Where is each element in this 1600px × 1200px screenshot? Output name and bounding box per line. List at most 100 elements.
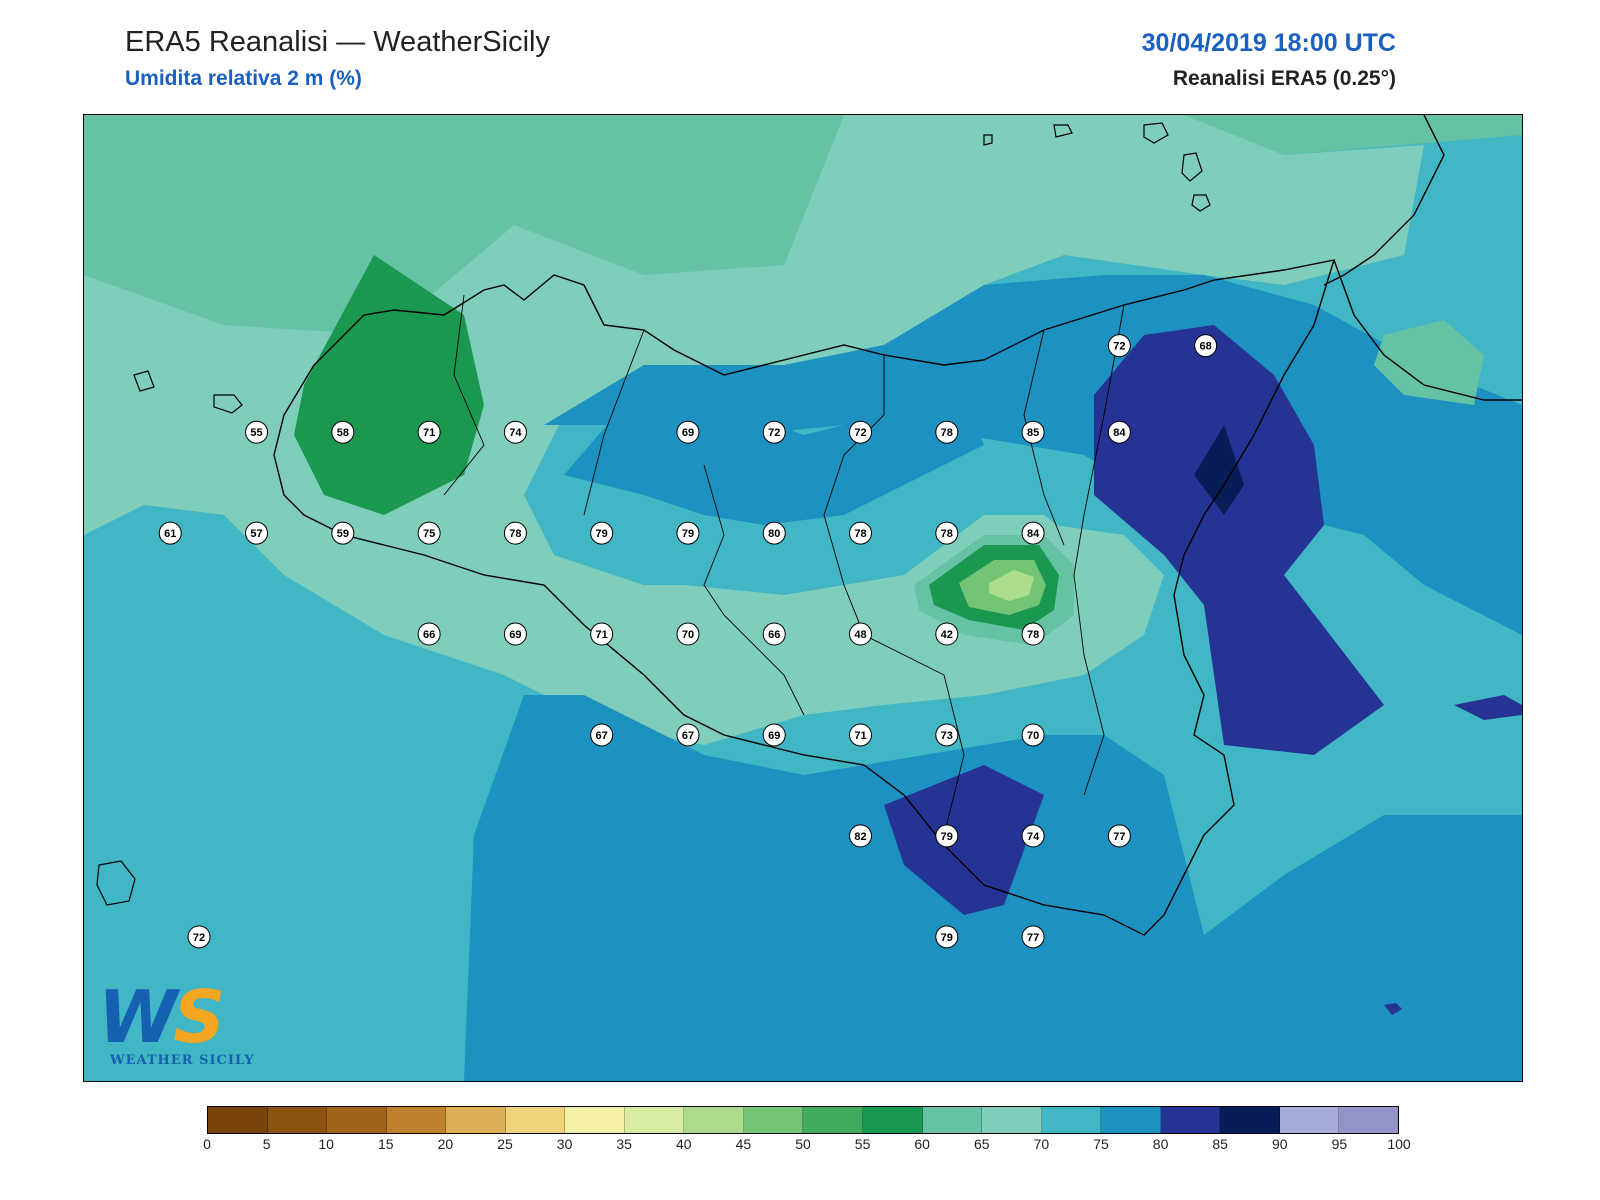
colorbar-tick-label: 40 <box>676 1136 692 1152</box>
station-value: 79 <box>590 521 614 545</box>
station-value: 77 <box>1107 824 1131 848</box>
field-60-65-north <box>84 115 1522 335</box>
svg-text:78: 78 <box>509 528 521 540</box>
svg-text:67: 67 <box>682 730 694 742</box>
station-value: 70 <box>1021 723 1045 747</box>
svg-text:73: 73 <box>941 730 953 742</box>
field-80-85-south <box>884 765 1044 915</box>
colorbar-segment <box>327 1107 387 1133</box>
colorbar-tick-label: 75 <box>1093 1136 1109 1152</box>
colorbar-tick-label: 35 <box>616 1136 632 1152</box>
colorbar-segment <box>208 1107 268 1133</box>
colorbar-segment <box>1101 1107 1161 1133</box>
svg-text:61: 61 <box>164 528 176 540</box>
svg-text:42: 42 <box>941 629 953 641</box>
colorbar-tick-label: 5 <box>262 1136 271 1152</box>
svg-text:75: 75 <box>423 528 435 540</box>
station-value: 72 <box>762 420 786 444</box>
station-value: 69 <box>503 622 527 646</box>
svg-text:66: 66 <box>768 629 780 641</box>
colorbar-tick-label: 60 <box>914 1136 930 1152</box>
svg-text:58: 58 <box>337 427 349 439</box>
svg-text:78: 78 <box>1027 629 1039 641</box>
colorbar-tick-label: 30 <box>556 1136 573 1152</box>
svg-text:66: 66 <box>423 629 435 641</box>
svg-text:79: 79 <box>941 932 953 944</box>
station-value: 48 <box>849 622 873 646</box>
field-75-80-interior <box>564 395 984 525</box>
field-55-60-west <box>294 255 484 515</box>
colorbar-segment <box>505 1107 566 1133</box>
colorbar-tick-label: 0 <box>203 1136 211 1152</box>
province-borders <box>443 294 1125 836</box>
station-value: 73 <box>935 723 959 747</box>
station-value: 57 <box>245 521 269 545</box>
svg-text:78: 78 <box>941 528 953 540</box>
station-labels: 55 58 71 74 69 72 72 78 85 84 72 68 61 57 59 75 78 79 79 80… <box>158 334 1218 949</box>
station-value: 72 <box>849 420 873 444</box>
svg-text:71: 71 <box>596 629 608 641</box>
egadi-islands <box>133 370 243 414</box>
station-value: 71 <box>417 420 441 444</box>
svg-text:84: 84 <box>1113 427 1126 439</box>
colorbar-tick-labels: 0 5 10 15 20 25 30 35 40 45 50 55 60 65 70 75 80 85 90 95 10… <box>203 1136 1411 1156</box>
colorbar-segment <box>267 1107 328 1133</box>
svg-text:57: 57 <box>250 528 262 540</box>
colorbar-tick-label: 45 <box>735 1136 752 1152</box>
svg-text:69: 69 <box>509 629 521 641</box>
station-value: 67 <box>590 723 614 747</box>
svg-text:69: 69 <box>768 730 780 742</box>
svg-text:72: 72 <box>854 427 866 439</box>
svg-text:59: 59 <box>337 528 349 540</box>
field-60-65-ne <box>1374 320 1484 405</box>
svg-text:74: 74 <box>509 427 522 439</box>
station-value: 72 <box>187 925 211 949</box>
colorbar-segment <box>446 1107 506 1133</box>
svg-text:72: 72 <box>1113 341 1125 353</box>
station-value: 80 <box>762 521 786 545</box>
station-value: 68 <box>1194 334 1218 358</box>
field-75-80-north <box>544 275 1522 635</box>
station-value: 74 <box>1021 824 1045 848</box>
colorbar-segment <box>1220 1107 1280 1133</box>
pantelleria-island <box>96 860 136 906</box>
colorbar-segment <box>624 1107 685 1133</box>
svg-text:72: 72 <box>193 932 205 944</box>
station-value: 84 <box>1021 521 1045 545</box>
station-value: 66 <box>417 622 441 646</box>
svg-text:48: 48 <box>854 629 866 641</box>
station-value: 71 <box>590 622 614 646</box>
valid-datetime: 30/04/2019 18:00 UTC <box>1141 29 1396 57</box>
colorbar-segment <box>743 1107 804 1133</box>
colorbar-segment <box>1339 1107 1398 1133</box>
station-value: 58 <box>331 420 355 444</box>
colorbar-tick-label: 10 <box>318 1136 334 1152</box>
station-value: 78 <box>1021 622 1045 646</box>
svg-text:70: 70 <box>1027 730 1039 742</box>
station-value: 79 <box>676 521 700 545</box>
station-value: 69 <box>676 420 700 444</box>
svg-text:68: 68 <box>1200 341 1212 353</box>
svg-text:79: 79 <box>941 831 953 843</box>
calabria-coastline <box>1323 115 1522 401</box>
colorbar-tick-label: 80 <box>1152 1136 1169 1152</box>
station-value: 79 <box>935 925 959 949</box>
station-value: 70 <box>676 622 700 646</box>
station-value: 78 <box>503 521 527 545</box>
colorbar-tick-label: 55 <box>854 1136 871 1152</box>
station-value: 69 <box>762 723 786 747</box>
station-value: 61 <box>158 521 182 545</box>
svg-text:71: 71 <box>854 730 866 742</box>
colorbar-segment <box>565 1107 625 1133</box>
colorbar <box>207 1106 1399 1134</box>
colorbar-segment <box>982 1107 1042 1133</box>
colorbar-segment <box>922 1107 983 1133</box>
field-40-45-etna <box>989 570 1034 601</box>
colorbar-tick-label: 50 <box>795 1136 811 1152</box>
colorbar-tick-label: 90 <box>1272 1136 1288 1152</box>
colorbar-tick-label: 95 <box>1331 1136 1348 1152</box>
svg-text:69: 69 <box>682 427 694 439</box>
aeolian-islands <box>983 122 1211 212</box>
station-value: 82 <box>849 824 873 848</box>
station-value: 77 <box>1021 925 1045 949</box>
